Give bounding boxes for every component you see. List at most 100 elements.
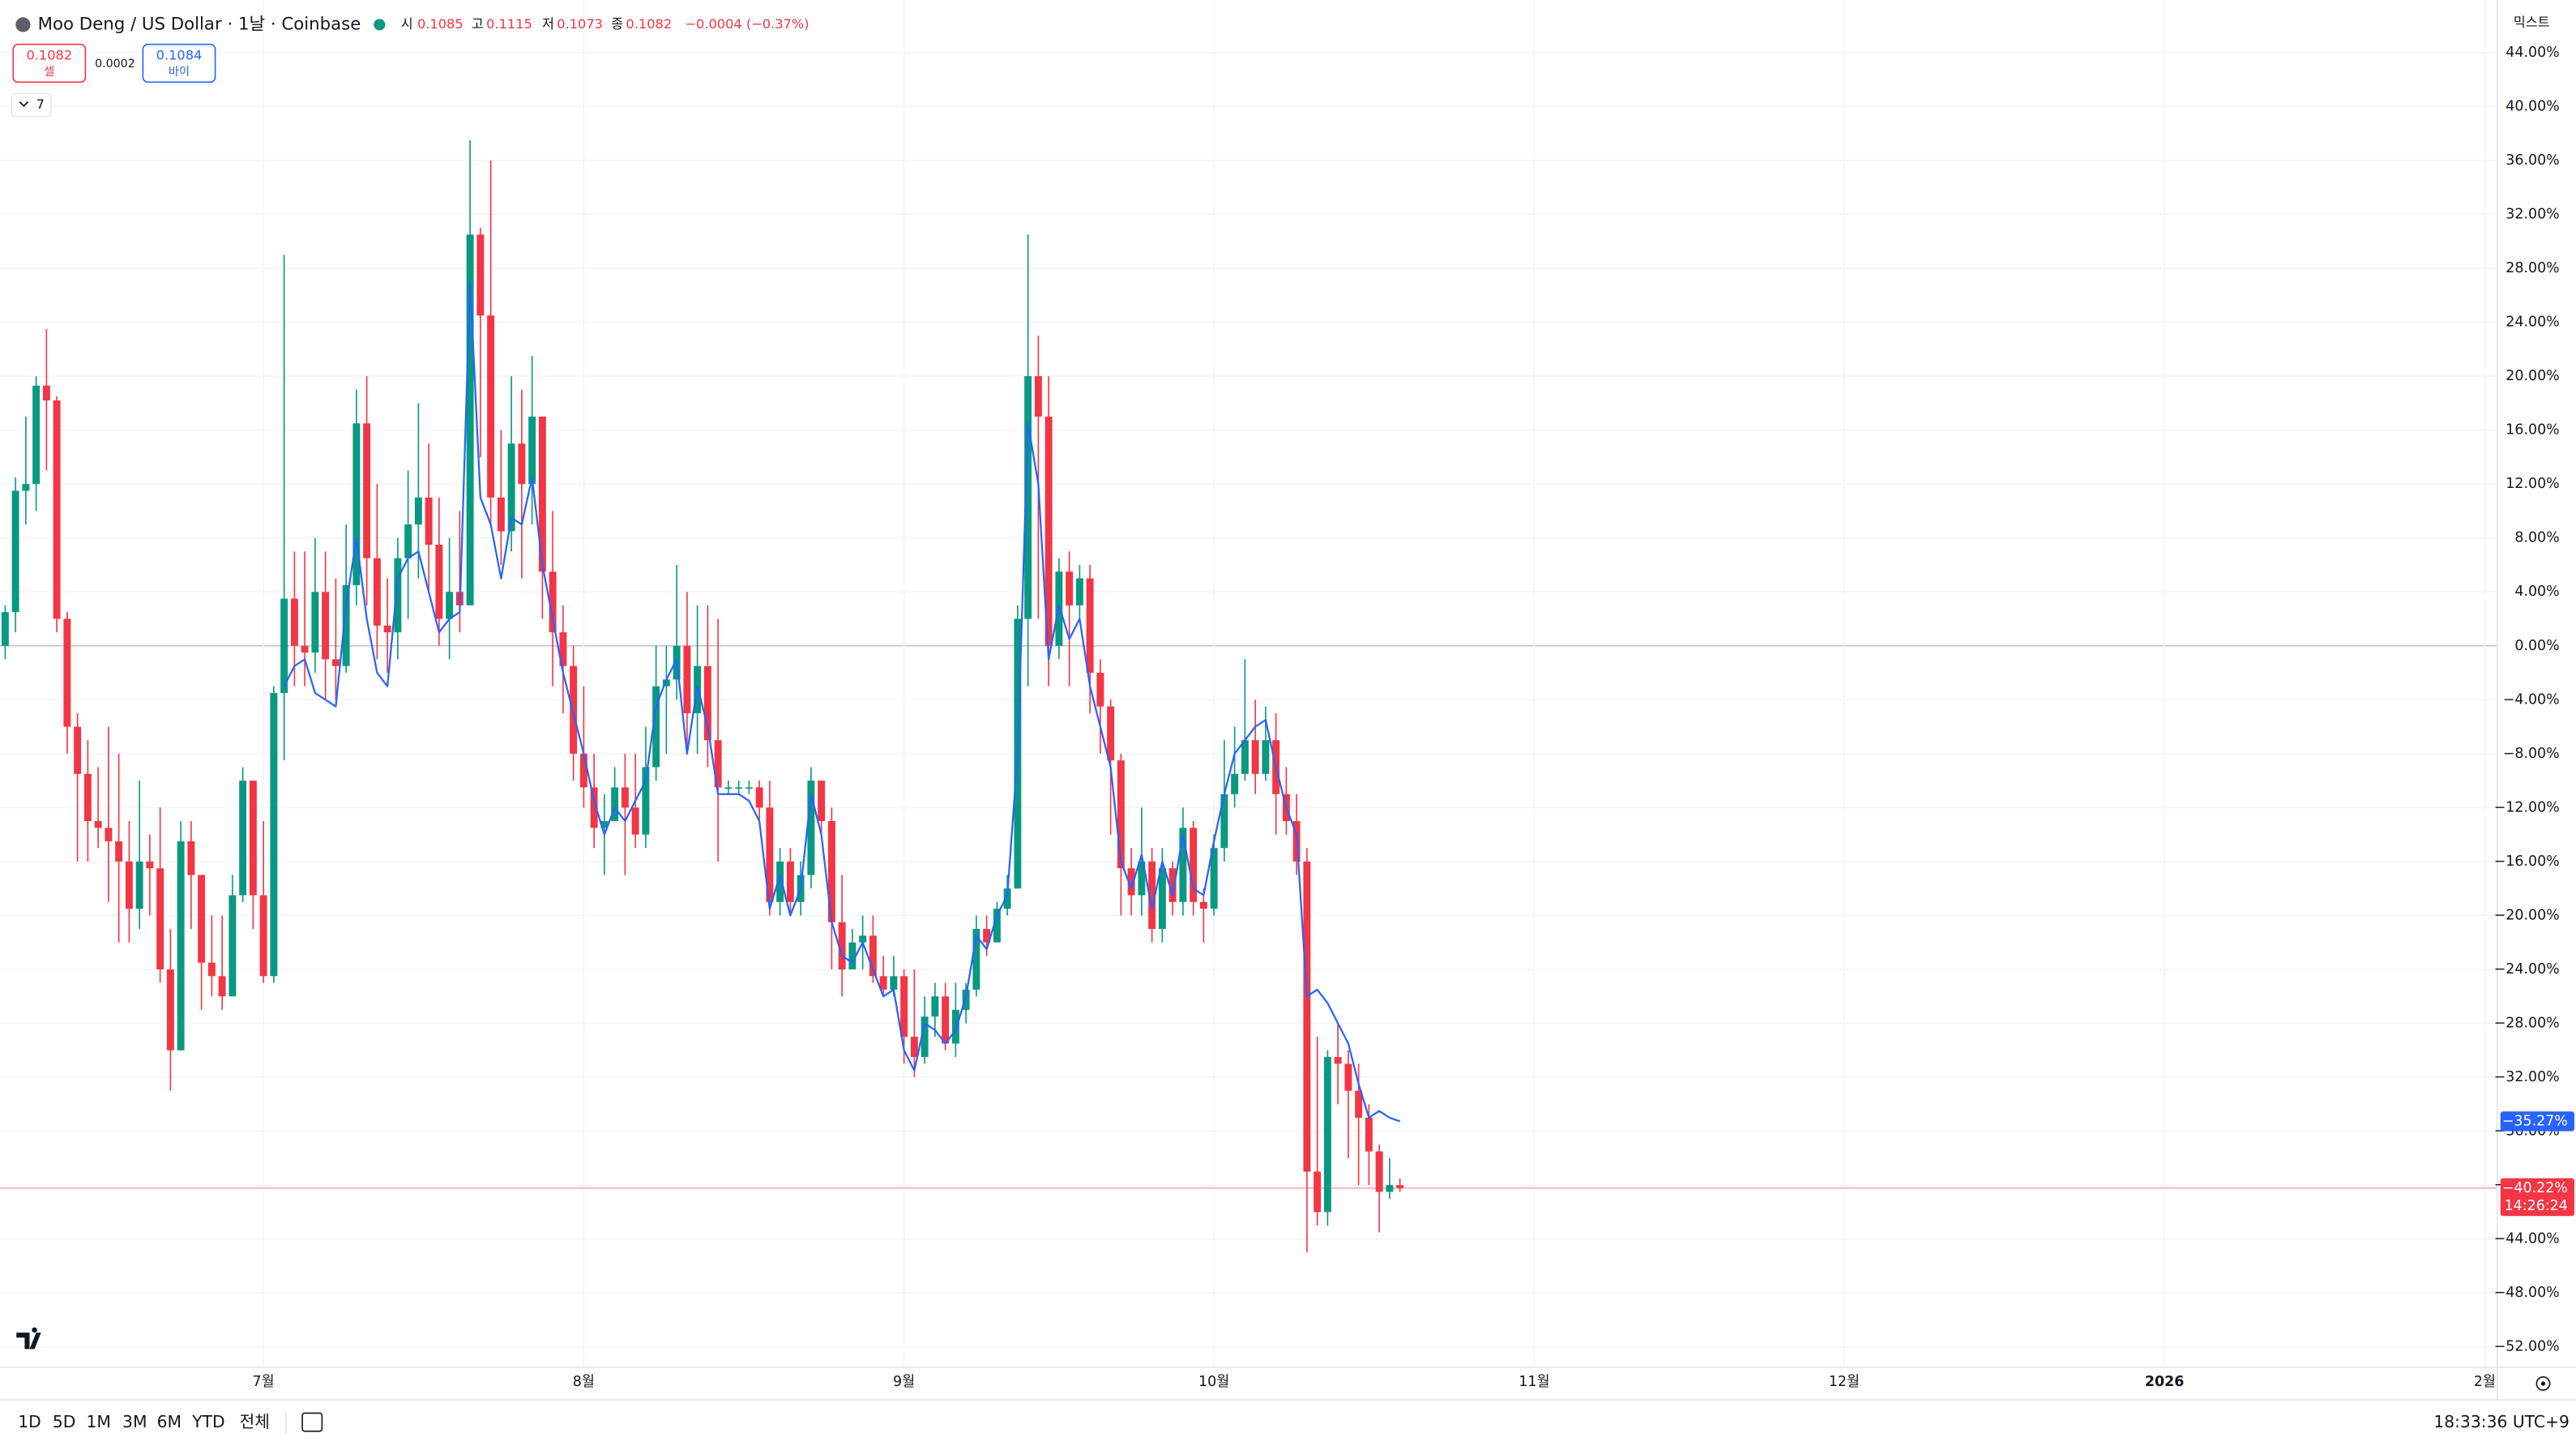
ohlc-value: 0.1073 xyxy=(557,16,603,32)
candle-body xyxy=(218,976,226,997)
range-button[interactable]: YTD xyxy=(191,1412,224,1431)
range-button[interactable]: 1D xyxy=(18,1412,41,1431)
candle-body xyxy=(859,935,867,943)
ohlc-value: 0.1115 xyxy=(486,16,532,32)
candle-body xyxy=(446,592,454,619)
candle-body xyxy=(1086,578,1094,674)
candle-body xyxy=(466,234,474,605)
candle-body xyxy=(1365,1117,1373,1152)
candle-body xyxy=(249,781,257,896)
ohlc-label: 고 xyxy=(472,16,484,32)
candle-body xyxy=(662,679,670,687)
y-tick-label: −16.00% xyxy=(2494,853,2560,870)
y-tick-label: 32.00% xyxy=(2506,206,2559,222)
candle-body xyxy=(94,821,102,828)
candle-body xyxy=(652,686,660,768)
range-button[interactable]: 5D xyxy=(53,1412,76,1431)
indicator-count[interactable]: 7 xyxy=(36,96,45,112)
last-price-label: −40.22% xyxy=(2502,1180,2568,1196)
candle-body xyxy=(425,497,433,545)
date-range-icon[interactable] xyxy=(301,1412,323,1432)
candle-body xyxy=(931,996,939,1017)
sell-price[interactable]: 0.1082 xyxy=(26,47,72,62)
range-button[interactable]: 1M xyxy=(86,1412,110,1431)
settings-icon[interactable] xyxy=(2535,1376,2551,1391)
y-tick-label: −52.00% xyxy=(2494,1339,2560,1355)
y-tick-label: −8.00% xyxy=(2503,746,2560,762)
ohlc-value: 0.1082 xyxy=(626,16,672,32)
candle-body xyxy=(115,841,123,862)
y-tick-label: 40.00% xyxy=(2506,98,2559,114)
candle-body xyxy=(1127,868,1135,896)
plot xyxy=(0,139,2497,1253)
candle-body xyxy=(1220,794,1228,849)
y-tick-label: 44.00% xyxy=(2506,45,2559,61)
candle-body xyxy=(135,861,143,909)
candle-body xyxy=(631,807,639,835)
sell-button[interactable] xyxy=(12,43,87,83)
range-button[interactable]: 전체 xyxy=(240,1412,270,1431)
candle-body xyxy=(993,909,1001,943)
candle-body xyxy=(1241,740,1249,774)
ohlc-label: 저 xyxy=(542,16,554,32)
candle-body xyxy=(373,558,381,626)
candle-body xyxy=(487,315,495,498)
candle-body xyxy=(1168,868,1177,902)
clock[interactable]: 18:33:36 UTC+9 xyxy=(2433,1412,2570,1431)
y-tick-label: 16.00% xyxy=(2506,422,2559,439)
y-tick-label: 36.00% xyxy=(2506,152,2559,169)
candle-body xyxy=(1190,828,1198,902)
candle-body xyxy=(414,497,422,525)
candle-body xyxy=(207,962,216,977)
y-tick-label: 4.00% xyxy=(2514,584,2559,600)
candle-body xyxy=(198,875,206,963)
candle-body xyxy=(611,787,619,822)
candle-body xyxy=(890,976,898,990)
y-tick-label: 24.00% xyxy=(2506,314,2559,331)
candle-body xyxy=(1375,1151,1383,1192)
candle-body xyxy=(270,692,278,977)
symbol-icon[interactable] xyxy=(15,17,31,32)
compare-price-tag xyxy=(2500,1111,2574,1132)
candle-body xyxy=(301,645,309,653)
symbol-title[interactable]: Moo Deng / US Dollar · 1날 · Coinbase xyxy=(38,14,361,34)
x-tick-label: 12월 xyxy=(1829,1374,1860,1390)
range-button[interactable]: 6M xyxy=(157,1412,182,1431)
candle-body xyxy=(1107,706,1115,761)
candle-body xyxy=(579,753,587,788)
buy-price[interactable]: 0.1084 xyxy=(156,47,203,62)
y-tick-label: −12.00% xyxy=(2494,799,2560,815)
ohlc-label: 종 xyxy=(611,16,623,32)
candle-body xyxy=(83,773,92,822)
range-button[interactable]: 3M xyxy=(122,1412,147,1431)
x-tick-label: 8월 xyxy=(573,1374,595,1390)
indicator-toggle[interactable] xyxy=(11,92,52,118)
compare-price-label: −35.27% xyxy=(2502,1113,2568,1129)
sell-label[interactable]: 셀 xyxy=(44,66,54,79)
y-tick-label: −24.00% xyxy=(2494,961,2560,978)
candle-body xyxy=(11,490,19,613)
candle-body xyxy=(239,781,247,896)
candle-body xyxy=(187,841,195,875)
candle-body xyxy=(1355,1090,1363,1118)
scale-mode[interactable]: 믹스트 xyxy=(2514,15,2550,30)
candle-body xyxy=(63,618,71,727)
candle-body xyxy=(507,443,515,532)
buy-button[interactable] xyxy=(142,43,216,83)
candle-body xyxy=(1210,848,1218,909)
candle-body xyxy=(497,497,505,532)
candle-body xyxy=(745,787,753,789)
candle-body xyxy=(1096,673,1104,707)
candle-body xyxy=(363,423,371,558)
x-tick-label: 7월 xyxy=(253,1374,275,1390)
countdown: 14:26:24 xyxy=(2505,1198,2568,1214)
compare-line xyxy=(283,280,1400,1123)
candle-body xyxy=(559,632,567,666)
logo[interactable] xyxy=(16,1327,41,1350)
candle-body xyxy=(518,443,526,485)
candle-body xyxy=(600,821,609,828)
candle-body xyxy=(1138,861,1146,896)
buy-label[interactable]: 바이 xyxy=(169,66,190,79)
